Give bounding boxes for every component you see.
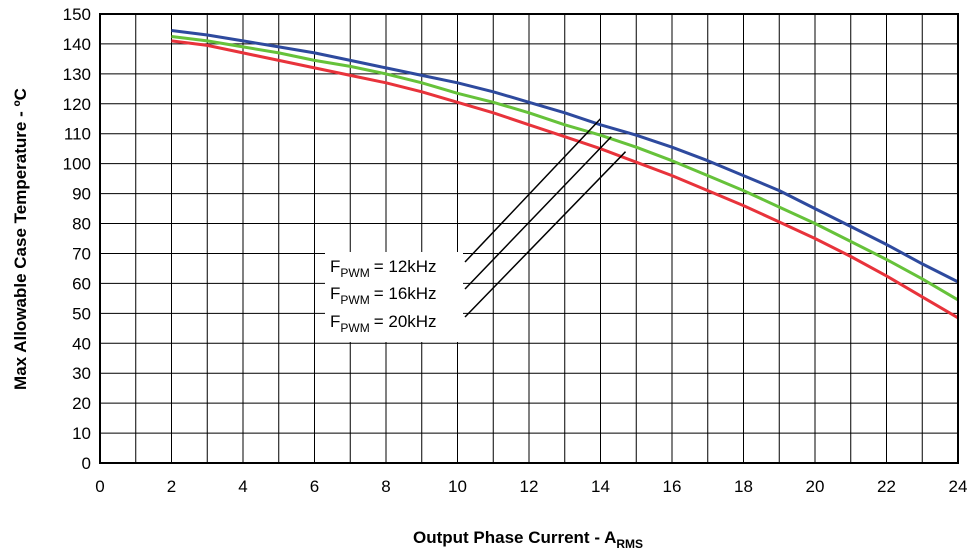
legend-sub-label: PWM [340, 321, 369, 335]
y-tick-label: 40 [72, 334, 91, 353]
y-tick-label: 100 [63, 155, 91, 174]
y-tick-label: 20 [72, 394, 91, 413]
legend-sub-label: PWM [340, 293, 369, 307]
x-tick-label: 0 [95, 477, 104, 496]
legend-box [325, 252, 463, 342]
series-line-1 [171, 35, 959, 302]
y-tick-label: 110 [64, 125, 91, 144]
x-tick-label: 18 [734, 477, 753, 496]
x-tick-label: 20 [806, 477, 825, 496]
y-tick-label: 70 [72, 244, 91, 263]
y-tick-label: 150 [63, 5, 91, 24]
y-tick-label: 140 [63, 35, 91, 54]
y-tick-label: 50 [72, 304, 91, 323]
x-tick-label: 6 [310, 477, 319, 496]
legend-entry-20khz: FPWM = 20kHz [330, 312, 437, 335]
y-tick-label: 0 [82, 454, 91, 473]
x-tick-label: 14 [591, 477, 610, 496]
y-tick-label: 60 [72, 274, 91, 293]
x-tick-label: 24 [949, 477, 968, 496]
y-axis-title: Max Allowable Case Temperature - ºC [11, 88, 30, 390]
leader-line-0 [464, 118, 602, 263]
legend-f-label: F [330, 284, 340, 303]
x-tick-label: 12 [520, 477, 539, 496]
legend-f-label: F [330, 312, 340, 331]
y-tick-label: 10 [72, 424, 91, 443]
leader-line-1 [464, 136, 612, 290]
y-tick-label: 120 [63, 95, 91, 114]
legend: FPWM = 12kHz FPWM = 16kHz FPWM = 20kHz [325, 252, 463, 342]
x-tick-label: 8 [381, 477, 390, 496]
x-axis-title-sub: RMS [616, 537, 643, 551]
x-axis-title-main: Output Phase Current - A [413, 528, 616, 547]
x-tick-labels: 0 2 4 6 8 10 12 14 16 18 20 22 24 [95, 477, 967, 496]
legend-sub-label: PWM [340, 266, 369, 280]
legend-entry-12khz: FPWM = 12kHz [330, 257, 437, 280]
y-tick-labels: 0 10 20 30 40 50 60 70 80 90 100 110 120 130 140 150 [63, 5, 91, 473]
legend-leader-lines [464, 118, 627, 318]
x-tick-label: 4 [238, 477, 247, 496]
series-lines [171, 29, 959, 320]
plot-frame [99, 13, 959, 464]
legend-value-label: = 16kHz [374, 284, 437, 303]
x-tick-label: 22 [877, 477, 896, 496]
y-tick-label: 90 [72, 185, 91, 204]
series-line-0 [171, 29, 959, 284]
series-line-2 [171, 39, 959, 320]
x-tick-label: 2 [167, 477, 176, 496]
y-tick-label: 80 [72, 215, 91, 234]
legend-f-label: F [330, 257, 340, 276]
x-tick-label: 10 [448, 477, 467, 496]
grid-lines [100, 14, 958, 463]
legend-entry-16khz: FPWM = 16kHz [330, 284, 437, 307]
y-tick-label: 30 [72, 364, 91, 383]
legend-value-label: = 20kHz [374, 312, 437, 331]
leader-line-2 [464, 151, 627, 318]
x-tick-label: 16 [663, 477, 682, 496]
x-axis-title: Output Phase Current - ARMS [413, 528, 643, 551]
y-tick-label: 130 [63, 65, 91, 84]
legend-value-label: = 12kHz [374, 257, 437, 276]
